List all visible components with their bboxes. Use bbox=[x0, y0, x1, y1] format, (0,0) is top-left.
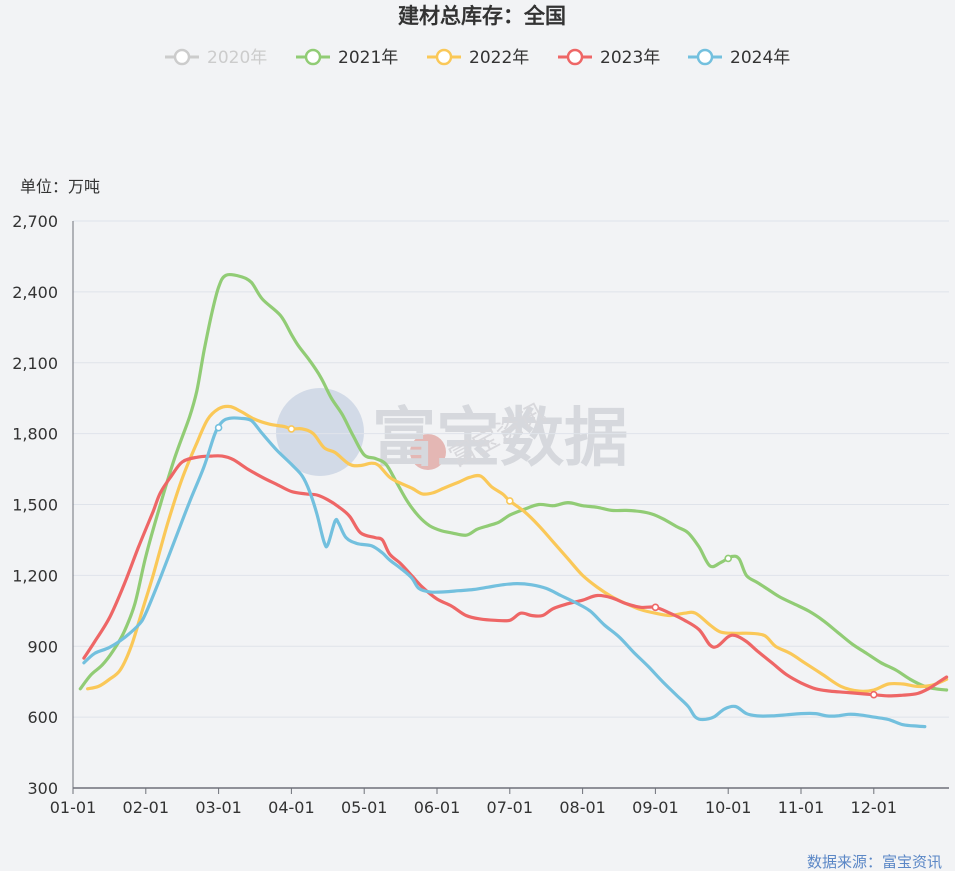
y-tick-label: 1,800 bbox=[12, 425, 58, 444]
legend-item[interactable]: 2021年 bbox=[296, 48, 398, 68]
series-marker bbox=[651, 603, 660, 612]
x-tick-label: 05-01 bbox=[341, 798, 388, 817]
legend-marker-icon bbox=[696, 48, 714, 66]
y-tick-label: 600 bbox=[27, 708, 58, 727]
y-axis: 300 600 900 1,200 1,500 1,800 2,100 2,400 2,700 bbox=[12, 212, 74, 798]
series-marker bbox=[724, 554, 733, 563]
legend-marker-icon bbox=[435, 48, 453, 66]
legend[interactable]: 2020年 2021年 2022年 2023年 2024年 bbox=[165, 48, 790, 68]
series-markers bbox=[214, 423, 878, 699]
x-tick-label: 08-01 bbox=[559, 798, 606, 817]
legend-item[interactable]: 2022年 bbox=[427, 48, 529, 68]
x-tick-label: 01-01 bbox=[50, 798, 97, 817]
watermark: 富宝数据 富宝资讯 bbox=[276, 388, 628, 476]
legend-label: 2024年 bbox=[730, 48, 790, 68]
watermark-logo-icon bbox=[276, 388, 364, 476]
series-line-1 bbox=[78, 273, 949, 692]
series-marker bbox=[505, 497, 514, 505]
y-tick-label: 2,100 bbox=[12, 354, 58, 373]
x-tick-label: 04-01 bbox=[268, 798, 315, 817]
series-marker bbox=[869, 690, 878, 699]
legend-marker-icon bbox=[566, 48, 584, 66]
series-line-2 bbox=[86, 404, 949, 693]
y-tick-label: 2,700 bbox=[12, 212, 58, 231]
grid-lines bbox=[73, 220, 949, 718]
legend-label: 2022年 bbox=[469, 48, 529, 68]
x-tick-label: 11-01 bbox=[778, 798, 825, 817]
watermark-text: 富宝数据 bbox=[372, 402, 628, 476]
series-line-3 bbox=[82, 454, 949, 698]
x-tick-label: 06-01 bbox=[414, 798, 461, 817]
x-tick-label: 12-01 bbox=[851, 798, 898, 817]
legend-label: 2020年 bbox=[207, 48, 267, 68]
x-tick-label: 10-01 bbox=[705, 798, 752, 817]
legend-marker-icon bbox=[304, 48, 322, 66]
legend-item[interactable]: 2023年 bbox=[558, 48, 660, 68]
series-marker bbox=[214, 423, 223, 432]
y-tick-label: 300 bbox=[27, 779, 58, 798]
legend-item[interactable]: 2020年 bbox=[165, 48, 267, 68]
legend-marker-icon bbox=[173, 48, 191, 66]
y-tick-label: 1,500 bbox=[12, 496, 58, 515]
y-tick-label: 2,400 bbox=[12, 283, 58, 302]
x-tick-label: 02-01 bbox=[123, 798, 170, 817]
series-marker bbox=[287, 425, 296, 433]
y-tick-label: 900 bbox=[27, 637, 58, 656]
y-axis-unit-label: 单位：万吨 bbox=[20, 177, 100, 196]
legend-label: 2023年 bbox=[600, 48, 660, 68]
series-lines bbox=[78, 273, 949, 729]
x-tick-label: 09-01 bbox=[632, 798, 679, 817]
y-tick-label: 1,200 bbox=[12, 566, 58, 585]
legend-item[interactable]: 2024年 bbox=[688, 48, 790, 68]
data-source-label: 数据来源：富宝资讯 bbox=[807, 853, 942, 871]
x-axis: 01-01 02-01 03-01 04-01 05-01 06-01 07-01 08-01… bbox=[50, 787, 949, 817]
watermark-logo-inner-icon bbox=[410, 434, 446, 470]
x-tick-label: 03-01 bbox=[195, 798, 242, 817]
series-line-4 bbox=[82, 416, 927, 729]
legend-label: 2021年 bbox=[338, 48, 398, 68]
x-tick-label: 07-01 bbox=[487, 798, 534, 817]
chart-title: 建材总库存：全国 bbox=[398, 4, 566, 28]
